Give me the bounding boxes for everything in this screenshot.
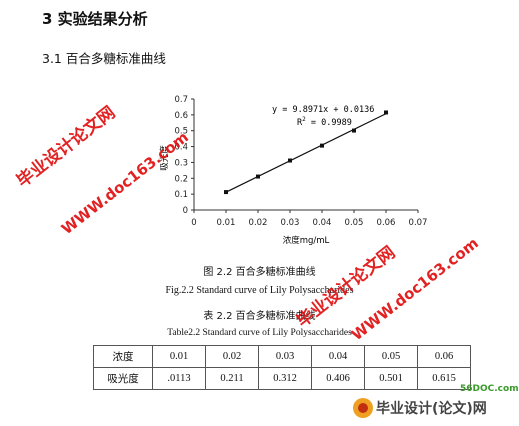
x-tick-label: 0.06 xyxy=(377,218,396,228)
section-heading: 3 实验结果分析 xyxy=(42,10,148,28)
x-tick-label: 0.04 xyxy=(313,218,332,228)
equation-label: y = 9.8971x + 0.0136 xyxy=(272,105,374,115)
y-axis-label: 吸光度 xyxy=(159,145,170,171)
table-cell: 0.02 xyxy=(205,345,259,368)
table-cell: 0.03 xyxy=(258,345,312,368)
table-cell: 0.04 xyxy=(311,345,365,368)
y-tick-label: 0.1 xyxy=(174,190,188,200)
data-point xyxy=(352,128,356,133)
y-tick-label: 0.4 xyxy=(174,143,188,153)
logo-text: 毕业设计(论文)网 xyxy=(376,401,487,417)
x-tick-label: 0.01 xyxy=(217,218,236,228)
x-tick-label: 0.05 xyxy=(345,218,364,228)
table-cell: .0113 xyxy=(152,367,206,390)
x-tick-label: 0 xyxy=(191,218,196,228)
data-point xyxy=(320,143,324,148)
table-cell: 0.615 xyxy=(417,367,471,390)
data-point xyxy=(256,174,260,179)
data-point xyxy=(224,190,228,195)
y-tick-label: 0.6 xyxy=(174,111,188,121)
table-cell: 0.312 xyxy=(258,367,312,390)
standard-curve-table: 浓度 0.01 0.02 0.03 0.04 0.05 0.06 吸光度 .01… xyxy=(93,345,471,390)
data-point xyxy=(288,158,292,163)
table-cell: 浓度 xyxy=(93,345,153,368)
table-caption-cn: 表 2.2 百合多糖标准曲线 xyxy=(203,311,316,322)
x-tick-label: 0.02 xyxy=(249,218,268,228)
r-squared-label: R2 = 0.9989 xyxy=(297,116,352,128)
figure-caption-cn: 图 2.2 百合多糖标准曲线 xyxy=(203,267,316,278)
table-cell: 吸光度 xyxy=(93,367,153,390)
y-tick-label: 0.7 xyxy=(174,95,188,105)
logo-icon xyxy=(353,398,373,418)
x-tick-label: 0.07 xyxy=(409,218,428,228)
table-cell: 0.01 xyxy=(152,345,206,368)
table-cell: 0.406 xyxy=(311,367,365,390)
table-cell: 0.06 xyxy=(417,345,471,368)
trendline xyxy=(225,113,387,193)
table-row: 吸光度 .0113 0.211 0.312 0.406 0.501 0.615 xyxy=(93,367,471,390)
figure-caption-en: Fig.2.2 Standard curve of Lily Polysacch… xyxy=(165,285,354,296)
y-tick-label: 0.5 xyxy=(174,127,188,137)
table-cell: 0.211 xyxy=(205,367,259,390)
subsection-heading: 3.1 百合多糖标准曲线 xyxy=(42,51,166,66)
y-tick-label: 0.3 xyxy=(174,158,188,168)
site-watermark: 56DOC.com xyxy=(460,384,519,394)
table-cell: 0.501 xyxy=(364,367,418,390)
table-cell: 0.05 xyxy=(364,345,418,368)
y-tick-label: 0 xyxy=(183,206,188,216)
table-caption-en: Table2.2 Standard curve of Lily Polysacc… xyxy=(167,328,352,338)
data-point xyxy=(384,110,388,115)
x-axis-label: 浓度mg/mL xyxy=(283,235,330,246)
x-tick-label: 0.03 xyxy=(281,218,300,228)
standard-curve-chart: 0 0.01 0.02 0.03 0.04 0.05 0.06 0.07 0 0.1 0.2 0.3 0… xyxy=(159,95,428,246)
y-tick-label: 0.2 xyxy=(174,174,188,184)
table-row: 浓度 0.01 0.02 0.03 0.04 0.05 0.06 xyxy=(93,345,471,368)
